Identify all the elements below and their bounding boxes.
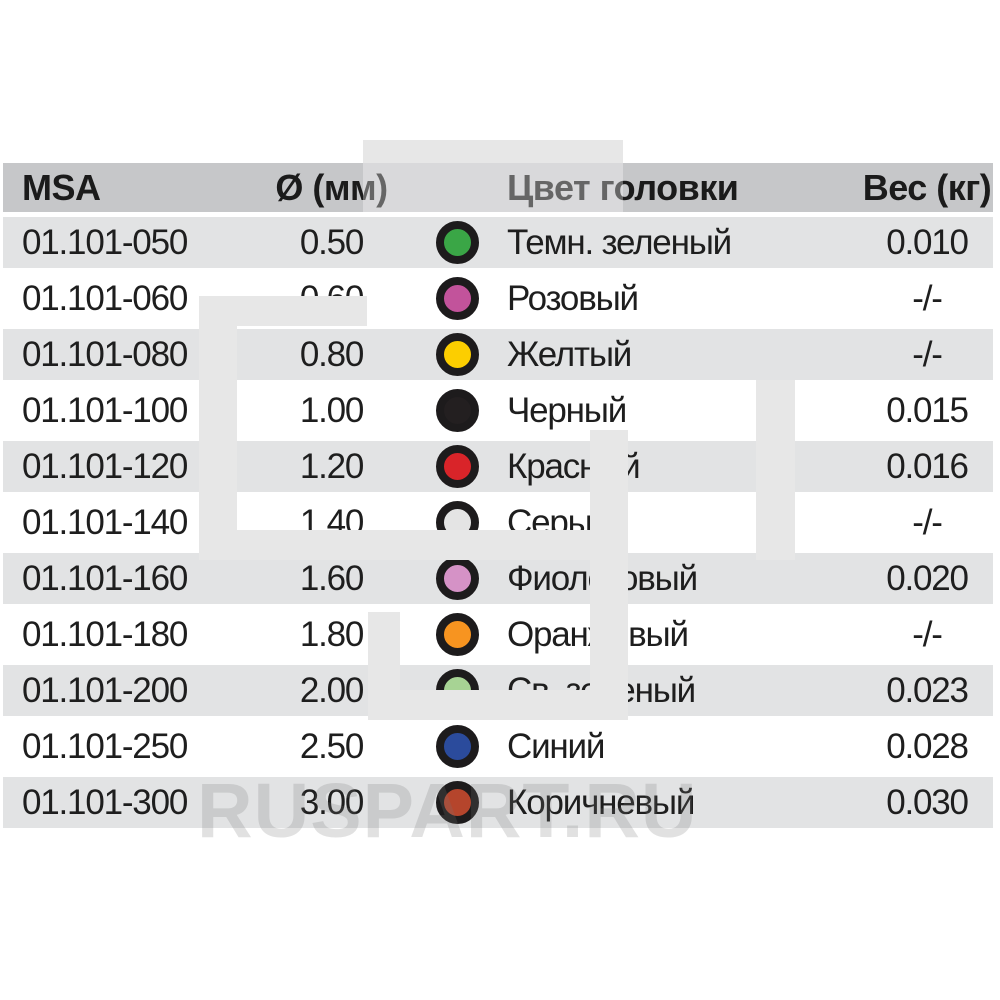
msa-code: 01.101-080 xyxy=(22,334,188,374)
head-color-dot-icon xyxy=(435,725,479,768)
head-color-name: Коричневый xyxy=(507,782,695,822)
column-header-msa: MSA xyxy=(22,166,101,208)
column-header-weight: Вес (кг) xyxy=(862,166,992,208)
head-color-dot-icon xyxy=(435,557,479,600)
head-color-cell xyxy=(413,221,501,264)
head-color-name: Фиолетовый xyxy=(507,558,698,598)
head-color-cell xyxy=(413,333,501,376)
diameter-value: 2.00 xyxy=(299,670,365,710)
head-color-name: Оранжевый xyxy=(507,614,689,654)
head-color-cell xyxy=(413,669,501,712)
table-row: 01.101-060 0.60 Розовый -/- xyxy=(3,273,993,324)
head-color-cell xyxy=(413,501,501,544)
diameter-value: 1.20 xyxy=(299,446,365,486)
weight-value: -/- xyxy=(912,614,943,654)
msa-code: 01.101-140 xyxy=(22,502,188,542)
table-row: 01.101-140 1.40 Серый -/- xyxy=(3,497,993,548)
msa-code: 01.101-250 xyxy=(22,726,188,766)
weight-value: -/- xyxy=(912,278,943,318)
table-row: 01.101-100 1.00 Черный 0.015 xyxy=(3,385,993,436)
table-row: 01.101-250 2.50 Синий 0.028 xyxy=(3,721,993,772)
logo-watermark-shape xyxy=(363,140,623,163)
head-color-name: Черный xyxy=(507,390,627,430)
head-color-dot-icon xyxy=(435,669,479,712)
head-color-dot-icon xyxy=(435,501,479,544)
column-header-diameter: Ø (мм) xyxy=(275,166,388,208)
weight-value: 0.028 xyxy=(886,726,969,766)
table-row: 01.101-200 2.00 Св. зеленый 0.023 xyxy=(3,665,993,716)
table-row: 01.101-050 0.50 Темн. зеленый 0.010 xyxy=(3,217,993,268)
head-color-cell xyxy=(413,781,501,824)
diameter-value: 2.50 xyxy=(299,726,365,766)
msa-code: 01.101-100 xyxy=(22,390,188,430)
table-header-row: MSA Ø (мм) Цвет головки Вес (кг) xyxy=(3,163,993,212)
head-color-name: Желтый xyxy=(507,334,632,374)
msa-code: 01.101-120 xyxy=(22,446,188,486)
head-color-cell xyxy=(413,277,501,320)
head-color-name: Темн. зеленый xyxy=(507,222,732,262)
diameter-value: 0.60 xyxy=(299,278,365,318)
head-color-name: Розовый xyxy=(507,278,639,318)
head-color-cell xyxy=(413,725,501,768)
msa-pins-table: MSA Ø (мм) Цвет головки Вес (кг) 01.101-… xyxy=(3,163,993,833)
head-color-dot-icon xyxy=(435,389,479,432)
head-color-dot-icon xyxy=(435,221,479,264)
head-color-name: Серый xyxy=(507,502,611,542)
weight-value: 0.023 xyxy=(886,670,969,710)
head-color-dot-icon xyxy=(435,333,479,376)
weight-value: 0.030 xyxy=(886,782,969,822)
table-row: 01.101-300 3.00 Коричневый 0.030 xyxy=(3,777,993,828)
column-header-head-color: Цвет головки xyxy=(507,166,739,208)
diameter-value: 1.40 xyxy=(299,502,365,542)
msa-code: 01.101-050 xyxy=(22,222,188,262)
msa-code: 01.101-200 xyxy=(22,670,188,710)
diameter-value: 1.80 xyxy=(299,614,365,654)
msa-code: 01.101-300 xyxy=(22,782,188,822)
head-color-cell xyxy=(413,389,501,432)
head-color-dot-icon xyxy=(435,781,479,824)
table-row: 01.101-180 1.80 Оранжевый -/- xyxy=(3,609,993,660)
head-color-dot-icon xyxy=(435,445,479,488)
head-color-dot-icon xyxy=(435,277,479,320)
diameter-value: 0.50 xyxy=(299,222,365,262)
diameter-value: 3.00 xyxy=(299,782,365,822)
head-color-name: Синий xyxy=(507,726,605,766)
weight-value: 0.010 xyxy=(886,222,969,262)
weight-value: 0.016 xyxy=(886,446,969,486)
head-color-cell xyxy=(413,445,501,488)
table-row: 01.101-120 1.20 Красный 0.016 xyxy=(3,441,993,492)
weight-value: 0.020 xyxy=(886,558,969,598)
diameter-value: 1.60 xyxy=(299,558,365,598)
diameter-value: 1.00 xyxy=(299,390,365,430)
diameter-value: 0.80 xyxy=(299,334,365,374)
head-color-cell xyxy=(413,557,501,600)
head-color-name: Красный xyxy=(507,446,641,486)
head-color-name: Св. зеленый xyxy=(507,670,696,710)
table-row: 01.101-080 0.80 Желтый -/- xyxy=(3,329,993,380)
msa-code: 01.101-160 xyxy=(22,558,188,598)
weight-value: 0.015 xyxy=(886,390,969,430)
head-color-cell xyxy=(413,613,501,656)
msa-code: 01.101-060 xyxy=(22,278,188,318)
table-row: 01.101-160 1.60 Фиолетовый 0.020 xyxy=(3,553,993,604)
msa-code: 01.101-180 xyxy=(22,614,188,654)
weight-value: -/- xyxy=(912,334,943,374)
weight-value: -/- xyxy=(912,502,943,542)
head-color-dot-icon xyxy=(435,613,479,656)
